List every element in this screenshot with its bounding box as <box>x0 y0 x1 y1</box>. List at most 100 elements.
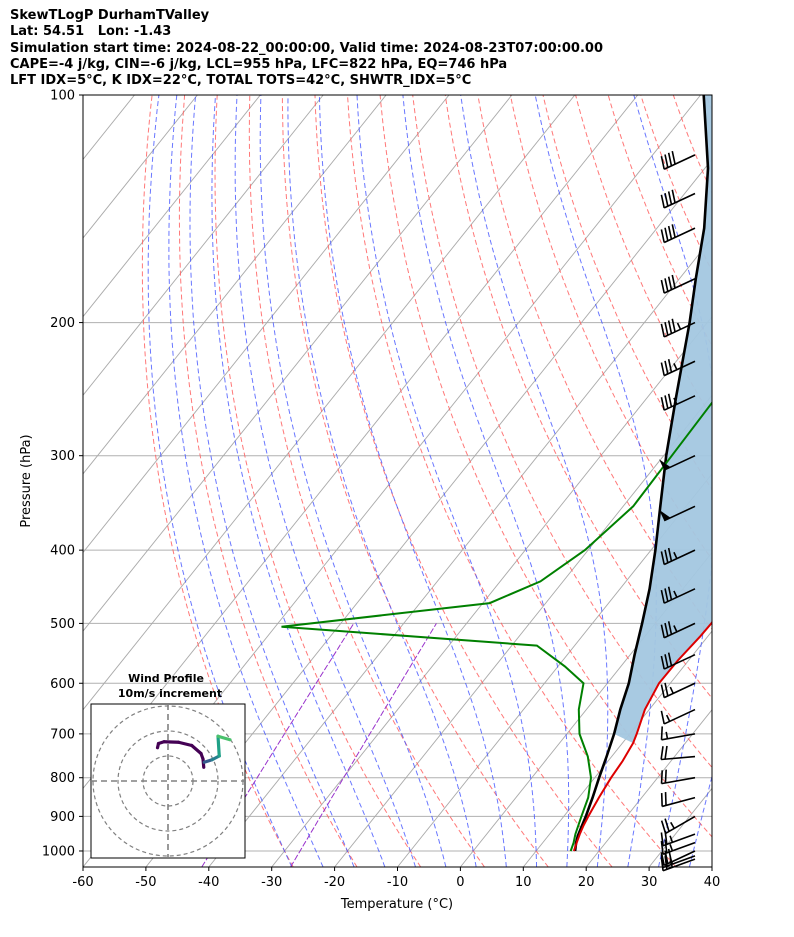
y-tick-label: 300 <box>50 449 75 464</box>
dry-adiabat <box>141 95 294 867</box>
isotherm <box>460 551 712 867</box>
dry-adiabat <box>444 95 712 700</box>
wind-barb <box>660 621 696 639</box>
wind-barb <box>659 505 696 522</box>
isotherm <box>0 95 72 867</box>
x-tick-label: 10 <box>515 875 532 890</box>
dry-adiabat <box>248 95 485 867</box>
isotherm <box>83 95 576 711</box>
x-axis-label: Temperature (°C) <box>340 897 453 912</box>
y-tick-label: 700 <box>50 727 75 742</box>
location-line: Lat: 54.51 Lon: -1.43 <box>10 24 172 40</box>
wind-barb <box>659 454 696 471</box>
hodograph-segment <box>216 734 232 742</box>
y-tick-label: 600 <box>50 677 75 692</box>
isotherm <box>83 95 324 396</box>
moist-adiabat <box>356 95 538 867</box>
dry-adiabat <box>412 95 712 769</box>
moist-adiabat <box>189 95 355 867</box>
y-tick-label: 800 <box>50 771 75 786</box>
wind-barb <box>660 586 696 604</box>
chart-title: SkewTLogP DurhamTValley <box>10 8 210 23</box>
isotherm <box>145 158 712 867</box>
moist-adiabat <box>534 95 657 867</box>
x-tick-label: -60 <box>72 875 93 890</box>
moist-adiabat <box>318 95 507 867</box>
hodograph-title: Wind Profile <box>128 672 204 685</box>
dry-adiabat <box>771 95 794 867</box>
moist-adiabat <box>168 95 324 867</box>
x-tick-label: -10 <box>387 875 408 890</box>
parcel-profile <box>573 95 710 852</box>
isotherm <box>271 315 712 867</box>
dry-adiabat <box>477 95 712 630</box>
y-tick-label: 1000 <box>42 844 75 859</box>
moist-adiabat <box>720 95 794 867</box>
time-line: Simulation start time: 2024-08-22_00:00:… <box>10 40 603 56</box>
dry-adiabat <box>705 95 712 113</box>
wind-barb <box>660 848 696 867</box>
index-line: LFT IDX=5°C, K IDX=22°C, TOTAL TOTS=42°C… <box>10 73 472 89</box>
wind-barb <box>660 547 696 566</box>
hodograph-inset: Wind Profile 10m/s increment <box>90 672 246 859</box>
axis-ticks: -60 -50 -40 -30 -20 -10 0 10 20 30 40 1000 900 800 700… <box>42 89 720 891</box>
isotherm <box>208 237 712 867</box>
wind-barb <box>660 682 696 699</box>
isotherm <box>585 709 712 867</box>
background-lines <box>0 95 794 867</box>
isotherm <box>83 95 198 239</box>
moist-adiabat <box>259 95 447 867</box>
hodograph-segment <box>190 743 203 756</box>
moist-adiabat <box>633 95 712 867</box>
y-tick-label: 200 <box>50 316 75 331</box>
wind-barb <box>660 769 696 785</box>
cape-shading <box>614 95 712 744</box>
y-tick-label: 500 <box>50 617 75 632</box>
temperature-profile <box>572 620 712 852</box>
hodograph-segment <box>176 740 194 748</box>
x-tick-label: -50 <box>135 875 156 890</box>
dry-adiabat <box>739 95 794 867</box>
x-tick-label: -30 <box>261 875 282 890</box>
y-tick-label: 400 <box>50 544 75 559</box>
isotherm <box>397 473 712 867</box>
moist-adiabat <box>402 95 570 867</box>
wind-barb <box>660 792 696 808</box>
wind-barb <box>660 726 696 741</box>
wind-barb <box>660 224 696 244</box>
wind-barbs <box>659 150 696 872</box>
hodograph-segment <box>155 741 161 750</box>
dry-adiabat <box>178 95 358 867</box>
profiles <box>281 95 712 852</box>
wind-barb <box>660 393 696 411</box>
x-tick-label: -40 <box>198 875 219 890</box>
x-tick-label: -20 <box>324 875 345 890</box>
isotherm <box>83 95 261 318</box>
hodograph-ring <box>117 730 219 832</box>
hodograph-segment <box>162 740 181 744</box>
wind-barb <box>660 318 696 338</box>
moist-adiabat <box>147 95 293 867</box>
wind-barb <box>660 150 696 170</box>
wind-barb <box>660 274 696 294</box>
dry-adiabat <box>509 95 712 561</box>
moist-adiabat <box>234 95 416 867</box>
isotherm <box>711 866 712 867</box>
isotherm <box>83 95 513 632</box>
moist-adiabat <box>211 95 386 867</box>
dry-adiabat <box>314 95 613 867</box>
dry-adiabat <box>214 95 422 867</box>
x-tick-label: 40 <box>704 875 721 890</box>
isotherm <box>83 95 450 554</box>
x-tick-label: 20 <box>578 875 595 890</box>
dewpoint-profile <box>281 401 712 852</box>
x-tick-label: 30 <box>641 875 658 890</box>
y-axis-label: Pressure (hPa) <box>19 434 34 527</box>
dry-adiabat <box>281 95 549 867</box>
wind-barb <box>660 652 696 670</box>
dry-adiabat <box>575 95 712 420</box>
wind-barb <box>660 708 696 725</box>
moist-adiabat <box>287 95 477 867</box>
hodograph-segment <box>216 734 221 758</box>
